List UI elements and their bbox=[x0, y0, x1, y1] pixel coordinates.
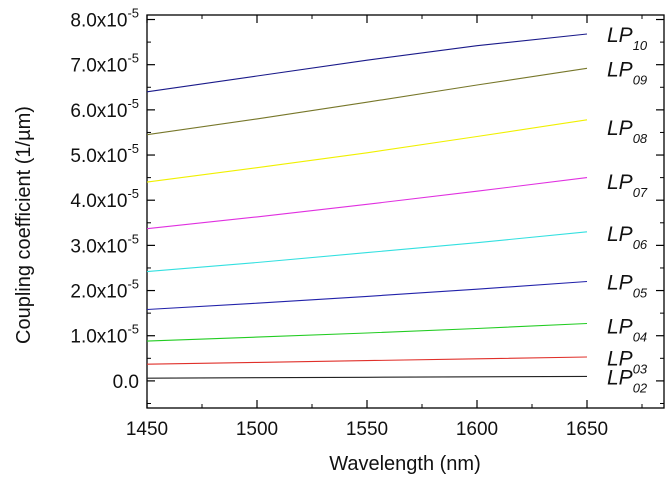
series-line-lp08 bbox=[146, 119, 588, 183]
series-label-lp06: LP06 bbox=[607, 223, 648, 252]
series-label-lp05: LP05 bbox=[607, 272, 648, 301]
x-tick-label: 1450 bbox=[126, 419, 168, 440]
y-axis-title: Coupling coefficient (1/µm) bbox=[13, 106, 35, 344]
x-axis-title: Wavelength (nm) bbox=[329, 453, 481, 475]
x-tick-label: 1600 bbox=[456, 419, 498, 440]
y-tick-label: 4.0x10-5 bbox=[70, 186, 139, 212]
y-tick-label: 3.0x10-5 bbox=[70, 231, 139, 257]
series-label-lp07: LP07 bbox=[607, 171, 648, 200]
series-line-lp05 bbox=[146, 280, 588, 311]
series-label-lp02: LP02 bbox=[607, 366, 648, 395]
x-tick-label: 1500 bbox=[236, 419, 278, 440]
y-tick-label: 6.0x10-5 bbox=[70, 96, 139, 122]
series-line-lp04 bbox=[146, 322, 588, 342]
y-tick-label: 1.0x10-5 bbox=[70, 322, 139, 348]
series-layer bbox=[146, 33, 588, 379]
y-tick-label: 5.0x10-5 bbox=[70, 141, 139, 167]
plot-frame bbox=[146, 14, 665, 409]
series-line-lp07 bbox=[146, 177, 588, 230]
y-tick-label: 2.0x10-5 bbox=[70, 277, 139, 303]
series-line-lp06 bbox=[146, 231, 588, 273]
series-line-lp10 bbox=[146, 33, 588, 93]
axes-layer: 1450 1500 1550 1600 1650 0.0 1.0x10-5 2.0x10-5 3… bbox=[70, 6, 665, 440]
series-label-lp10: LP10 bbox=[607, 24, 648, 53]
series-label-lp04: LP04 bbox=[607, 315, 647, 344]
y-tick-label: 7.0x10-5 bbox=[70, 51, 139, 77]
x-tick-label: 1650 bbox=[566, 419, 608, 440]
series-line-lp02 bbox=[146, 375, 588, 379]
series-label-lp08: LP08 bbox=[607, 117, 648, 146]
series-line-lp03 bbox=[146, 356, 588, 365]
series-line-lp09 bbox=[146, 67, 588, 136]
x-tick-label: 1550 bbox=[346, 419, 388, 440]
series-label-lp03: LP03 bbox=[607, 347, 648, 376]
series-label-lp09: LP09 bbox=[607, 58, 647, 87]
y-tick-label: 8.0x10-5 bbox=[70, 6, 139, 32]
y-tick-label: 0.0 bbox=[113, 372, 139, 393]
